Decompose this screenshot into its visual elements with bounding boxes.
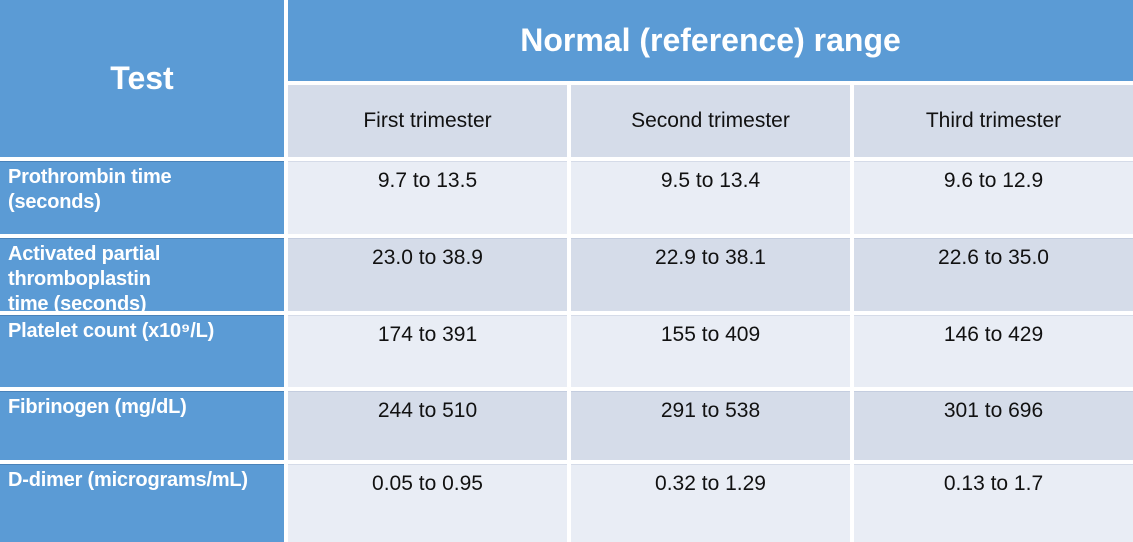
value-cell: 22.9 to 38.1: [571, 238, 850, 311]
value-cell: 174 to 391: [288, 315, 567, 387]
row-label-fibrinogen: Fibrinogen (mg/dL): [0, 391, 284, 460]
value-cell: 0.05 to 0.95: [288, 464, 567, 542]
test-header-cell: Test: [0, 0, 284, 157]
value-cell: 9.7 to 13.5: [288, 161, 567, 234]
value-cell: 9.5 to 13.4: [571, 161, 850, 234]
value-cell: 9.6 to 12.9: [854, 161, 1133, 234]
column-header-first-trimester: First trimester: [288, 85, 567, 157]
value-cell: 146 to 429: [854, 315, 1133, 387]
value-cell: 23.0 to 38.9: [288, 238, 567, 311]
value-cell: 291 to 538: [571, 391, 850, 460]
value-cell: 301 to 696: [854, 391, 1133, 460]
value-cell: 244 to 510: [288, 391, 567, 460]
row-label-platelet-count: Platelet count (x10⁹/L): [0, 315, 284, 387]
value-cell: 0.13 to 1.7: [854, 464, 1133, 542]
value-cell: 0.32 to 1.29: [571, 464, 850, 542]
value-cell: 22.6 to 35.0: [854, 238, 1133, 311]
value-cell: 155 to 409: [571, 315, 850, 387]
column-header-third-trimester: Third trimester: [854, 85, 1133, 157]
row-label-activated-partial-thromboplastin-time: Activated partial thromboplastin time (s…: [0, 238, 284, 311]
normal-range-header-cell: Normal (reference) range: [288, 0, 1133, 81]
row-label-prothrombin-time: Prothrombin time (seconds): [0, 161, 284, 234]
column-header-second-trimester: Second trimester: [571, 85, 850, 157]
row-label-d-dimer: D-dimer (micrograms/mL): [0, 464, 284, 542]
